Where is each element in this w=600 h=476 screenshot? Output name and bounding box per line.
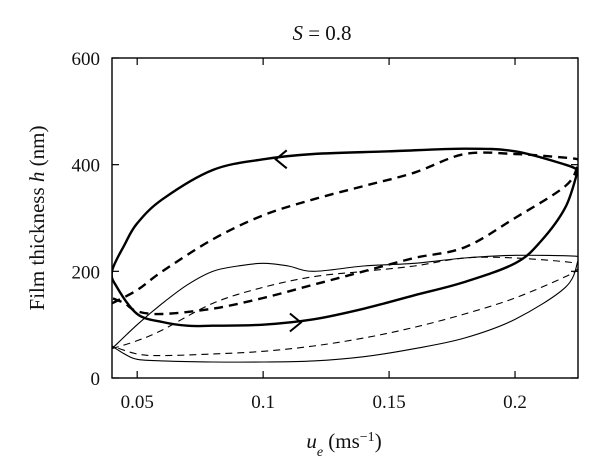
direction-arrow-icon [289, 312, 303, 333]
series-line-thin-solid [112, 254, 578, 363]
series-line-thin-dashed [112, 256, 578, 357]
y-tick-label: 0 [91, 369, 101, 390]
plot-frame [111, 57, 579, 379]
y-tick-label: 200 [72, 262, 101, 283]
x-tick-label: 0.05 [121, 392, 154, 413]
x-tick-label: 0.2 [503, 392, 527, 413]
y-tick-label: 600 [72, 49, 101, 70]
y-axis-label: Film thickness h (nm) [25, 126, 49, 311]
y-tick-label: 400 [72, 156, 101, 177]
x-tick-label: 0.1 [251, 392, 275, 413]
x-axis-label: ue (ms−1) [306, 429, 381, 460]
chart-title: S = 0.8 [292, 21, 351, 45]
direction-arrow-icon [274, 149, 288, 170]
x-tick-label: 0.15 [372, 392, 405, 413]
series-line-thick-solid [112, 147, 578, 328]
series-line-thick-dashed [112, 151, 578, 316]
